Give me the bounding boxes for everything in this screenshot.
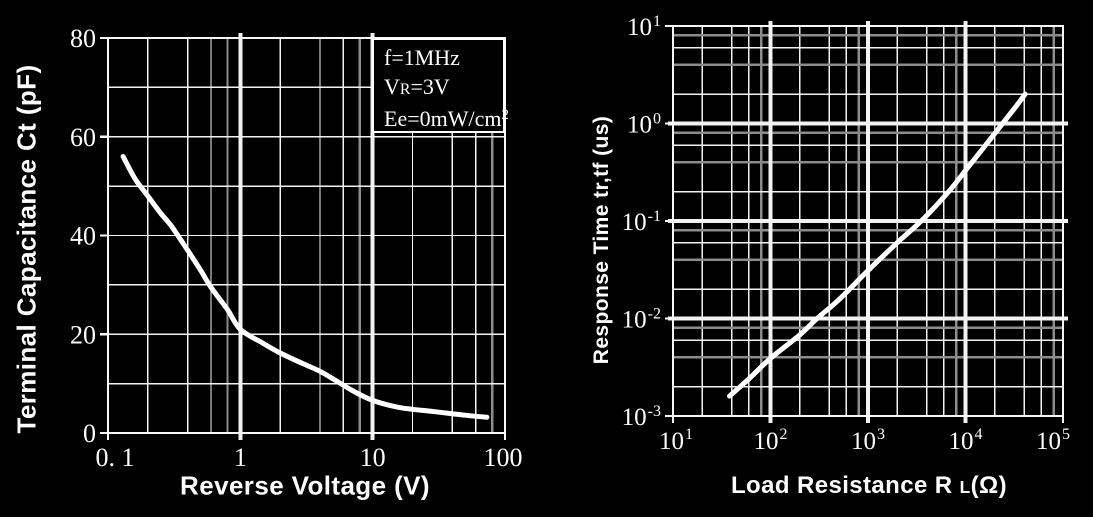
y-tick-label: 10-3	[622, 403, 661, 431]
x-tick-label: 0. 1	[96, 443, 135, 472]
conditions-annotation-box: f=1MHz VR=3V Ee=0mW/cm2	[372, 38, 509, 133]
y-tick-label: 10-1	[622, 208, 661, 236]
curve-response-time	[727, 91, 1028, 399]
x-tick-label: 1	[234, 443, 247, 472]
curve-capacitance	[120, 154, 490, 420]
annotation-line-reverse-voltage: VR=3V	[384, 74, 450, 99]
annotation-line-irradiance: Ee=0mW/cm2	[384, 106, 509, 131]
y-tick-label: 40	[70, 222, 96, 251]
y-tick-label: 0	[83, 419, 96, 448]
x-tick-label: 102	[754, 426, 788, 455]
y-tick-label: 60	[70, 123, 96, 152]
capacitance-x-axis-title: Reverse Voltage (V)	[180, 470, 430, 501]
x-tick-label: 10	[360, 443, 386, 472]
x-tick-label: 100	[484, 443, 523, 472]
y-tick-label: 101	[627, 13, 661, 41]
y-tick-label: 80	[70, 24, 96, 53]
x-tick-label: 101	[659, 426, 693, 455]
annotation-line-frequency: f=1MHz	[384, 45, 460, 70]
response-x-axis-title: Load Resistance R L(Ω)	[731, 472, 1007, 499]
y-tick-label: 100	[627, 111, 661, 139]
x-tick-label: 105	[1036, 426, 1070, 455]
capacitance-y-axis-title: Terminal Capacitance Ct (pF)	[11, 64, 42, 434]
x-tick-label: 103	[851, 426, 885, 455]
y-tick-label: 20	[70, 320, 96, 349]
x-tick-label: 104	[949, 426, 983, 455]
response-y-axis-title: Response Time tr,tf (us)	[590, 115, 613, 365]
y-tick-label: 10-2	[622, 306, 661, 334]
